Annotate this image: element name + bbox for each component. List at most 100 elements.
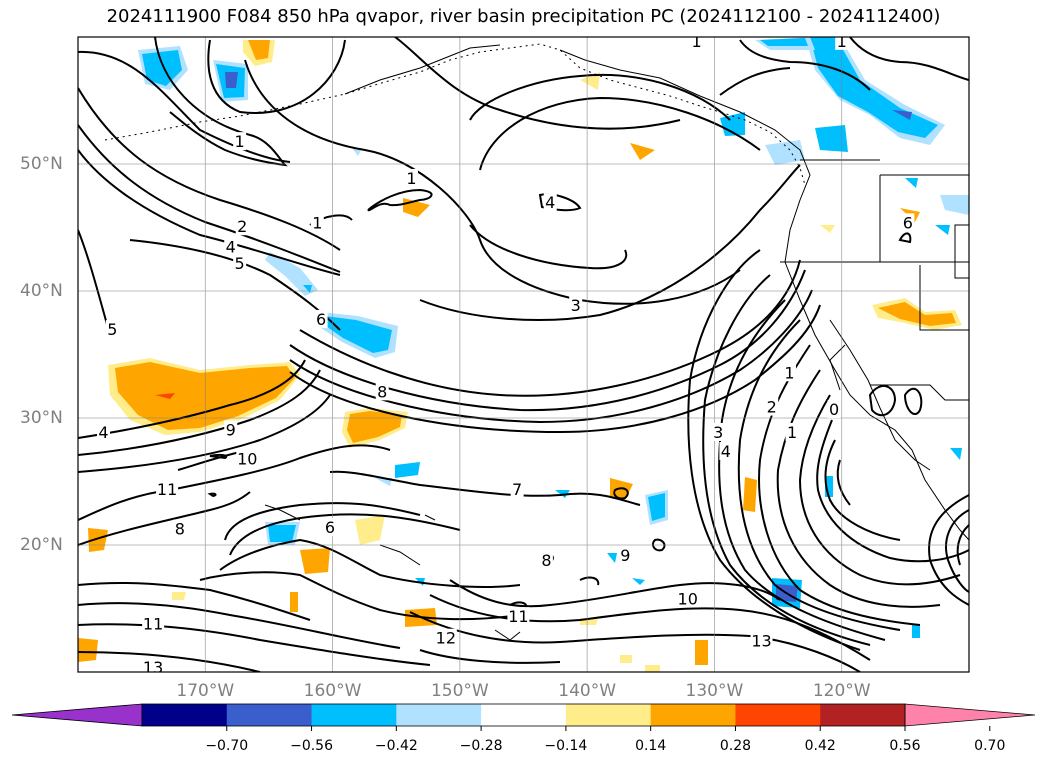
contour-label-background: [901, 213, 915, 232]
colorbar-swatch: [565, 704, 652, 726]
contour-label: 2: [767, 398, 777, 417]
contour-label-background: [105, 320, 119, 339]
map-frame: [77, 36, 970, 673]
contour-label: 8: [377, 382, 387, 401]
contour-label: 2: [237, 217, 247, 236]
contour-label: 1: [692, 32, 702, 51]
map-gridlines: [78, 37, 969, 672]
contour-label-background: [173, 519, 187, 538]
contour-label: 3: [571, 296, 581, 315]
colorbar: [11, 703, 1036, 731]
contour-label-background: [719, 442, 733, 461]
colorbar-swatch: [396, 704, 482, 726]
lat-tick-label: 40°N: [20, 281, 63, 301]
contour-label-background: [310, 213, 324, 232]
contour-label-background: [765, 397, 779, 416]
contour-label: 5: [235, 254, 245, 273]
contour-label: 6: [903, 213, 913, 232]
lat-tick-label: 30°N: [20, 408, 63, 428]
colorbar-outline: [141, 703, 906, 727]
contour-label-background: [507, 607, 530, 626]
contour-label: 5: [107, 320, 117, 339]
coastlines: [104, 43, 969, 641]
contour-label: 1: [837, 32, 847, 51]
contour-label-background: [569, 295, 583, 314]
colorbar-swatch: [311, 704, 397, 726]
contour-label-background: [434, 628, 457, 647]
contour-label-background: [96, 422, 110, 441]
contour-label: 1: [312, 213, 322, 232]
contour-label-background: [142, 657, 165, 672]
contour-label-background: [375, 382, 389, 401]
colorbar-tick-label: 0.56: [889, 738, 921, 754]
colorbar-tick-label: −0.42: [374, 738, 418, 754]
contour-label-background: [783, 363, 797, 382]
lat-tick-label: 20°N: [20, 535, 63, 555]
contour-label-background: [236, 449, 259, 468]
colorbar-tick-label: 0.70: [974, 738, 1006, 754]
lat-tick-label: 50°N: [20, 154, 63, 174]
contour-label: 8: [175, 519, 185, 538]
contour-label-background: [835, 37, 849, 50]
contour-label: 10: [237, 450, 257, 469]
colorbar-swatch: [820, 704, 906, 726]
colorbar-max-arrow: [904, 703, 1036, 727]
contour-label: 1: [784, 363, 794, 382]
contour-label: 11: [143, 615, 163, 634]
contour-label: 6: [325, 518, 335, 537]
contour-label: 1: [787, 423, 797, 442]
contour-label-background: [543, 193, 557, 212]
contour-label: 9: [620, 546, 630, 565]
contour-label: 1: [235, 132, 245, 151]
colorbar-tick-label: 0.42: [804, 738, 836, 754]
colorbar-swatch: [142, 704, 228, 726]
contour-label-background: [233, 132, 247, 151]
colorbar-tick-label: −0.70: [205, 738, 249, 754]
contour-label: 6: [316, 310, 326, 329]
contour-label-background: [233, 254, 247, 273]
colorbar-tick-label: 0.28: [719, 738, 752, 754]
contour-label-background: [539, 551, 553, 570]
contour-label-background: [323, 518, 337, 537]
contour-label-background: [404, 168, 418, 187]
contour-label: 1: [406, 169, 416, 188]
contour-label-background: [235, 217, 249, 236]
contour-label-background: [676, 589, 699, 608]
contour-label: 11: [157, 480, 177, 499]
contour-label-background: [224, 237, 238, 256]
colorbar-tick-label: −0.28: [459, 738, 503, 754]
contour-label-background: [690, 37, 704, 50]
contour-label: 9: [226, 420, 236, 439]
lon-tick-label: 170°W: [176, 681, 235, 701]
contour-label-background: [510, 480, 524, 499]
lon-tick-label: 160°W: [303, 681, 362, 701]
contour-label: 4: [721, 442, 731, 461]
contour-label: 13: [751, 631, 771, 650]
lon-tick-label: 120°W: [812, 681, 871, 701]
contour-label-background: [156, 480, 179, 499]
contour-label: 11: [508, 607, 528, 626]
colorbar-swatch: [226, 704, 313, 726]
contour-label-background: [142, 614, 165, 633]
colorbar-swatch: [735, 704, 821, 726]
colorbar-tick-label: −0.56: [290, 738, 333, 754]
contour-label: 4: [98, 423, 108, 442]
qvapor-contours: [78, 37, 969, 672]
colorbar-tick-label: 0.14: [635, 738, 667, 754]
figure-title: 2024111900 F084 850 hPa qvapor, river ba…: [106, 6, 941, 27]
contour-label: 8: [541, 551, 551, 570]
contour-label: 13: [143, 658, 163, 677]
contour-label: 3: [713, 423, 723, 442]
lon-tick-label: 150°W: [430, 681, 489, 701]
contour-label-background: [618, 546, 632, 565]
contour-label: 4: [226, 238, 236, 257]
colorbar-swatch: [650, 704, 736, 726]
contour-label: 0: [829, 400, 839, 419]
lon-tick-label: 140°W: [558, 681, 617, 701]
contour-label-background: [314, 309, 328, 328]
lon-tick-label: 130°W: [685, 681, 744, 701]
contour-label-background: [750, 631, 773, 650]
contour-label: 7: [512, 480, 522, 499]
